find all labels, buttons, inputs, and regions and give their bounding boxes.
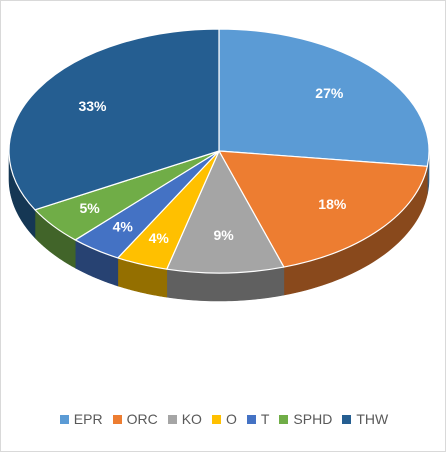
legend-label: KO [181, 411, 202, 427]
data-label-t: 4% [113, 219, 134, 235]
pie-slices [8, 28, 430, 274]
data-label-thw: 33% [78, 98, 107, 114]
legend-label: EPR [73, 411, 103, 427]
legend-item-epr: EPR [59, 411, 103, 427]
legend-item-sphd: SPHD [279, 411, 332, 427]
legend-label: SPHD [293, 411, 333, 427]
legend-swatch [279, 414, 289, 424]
pie-slice-epr [218, 28, 430, 167]
legend-swatch [112, 414, 122, 424]
pie-chart: 27% 18% 9% 4% 4% 5% 33% [8, 28, 430, 302]
pie-slice-orc [218, 150, 428, 268]
data-labels: 27% 18% 9% 4% 4% 5% 33% [78, 85, 346, 246]
legend-swatch [246, 414, 256, 424]
legend-label: T [260, 411, 270, 427]
data-label-epr: 27% [315, 85, 344, 101]
data-label-ko: 9% [213, 227, 234, 243]
legend-item-ko: KO [167, 411, 202, 427]
legend-item-t: T [246, 411, 270, 427]
legend-item-o: O [211, 411, 237, 427]
pie-slice-thw [8, 28, 220, 211]
legend-swatch [59, 414, 69, 424]
data-label-orc: 18% [318, 196, 347, 212]
legend-swatch [211, 414, 221, 424]
legend-swatch [342, 414, 352, 424]
pie-slice-ko [166, 150, 285, 274]
legend-item-thw: THW [342, 411, 388, 427]
legend-swatch [167, 414, 177, 424]
chart-legend: EPR ORC KO O T SPHD THW [1, 411, 446, 427]
data-label-o: 4% [149, 230, 170, 246]
legend-label: ORC [126, 411, 158, 427]
legend-label: THW [356, 411, 389, 427]
legend-item-orc: ORC [112, 411, 158, 427]
data-label-sphd: 5% [79, 200, 100, 216]
legend-label: O [225, 411, 237, 427]
